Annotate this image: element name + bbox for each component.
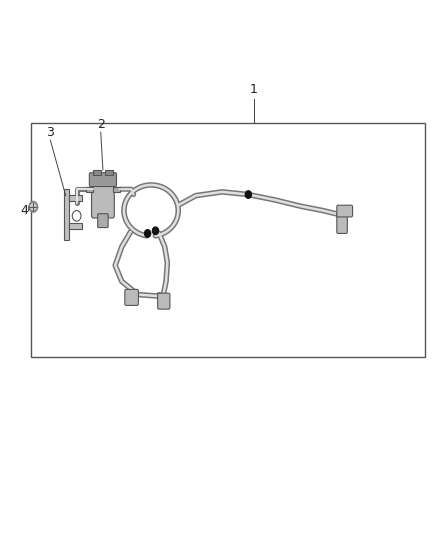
Circle shape bbox=[152, 227, 159, 235]
FancyBboxPatch shape bbox=[337, 205, 353, 217]
FancyBboxPatch shape bbox=[89, 173, 117, 187]
Bar bbox=[69, 223, 82, 229]
Bar bbox=[31, 123, 425, 357]
Bar bbox=[93, 170, 101, 175]
FancyBboxPatch shape bbox=[92, 182, 114, 218]
Bar bbox=[64, 189, 69, 240]
Bar bbox=[86, 187, 93, 192]
Text: 4: 4 bbox=[20, 204, 28, 217]
Bar bbox=[113, 187, 120, 192]
Bar bbox=[105, 170, 113, 175]
Circle shape bbox=[31, 204, 36, 210]
Circle shape bbox=[245, 191, 251, 198]
Text: 1: 1 bbox=[250, 83, 258, 96]
Circle shape bbox=[29, 201, 38, 212]
Text: 2: 2 bbox=[97, 118, 105, 131]
FancyBboxPatch shape bbox=[125, 289, 138, 305]
FancyBboxPatch shape bbox=[158, 293, 170, 309]
Bar bbox=[69, 195, 82, 201]
FancyBboxPatch shape bbox=[337, 212, 347, 233]
Text: 3: 3 bbox=[46, 126, 54, 139]
Circle shape bbox=[72, 211, 81, 221]
Circle shape bbox=[145, 230, 151, 237]
FancyBboxPatch shape bbox=[98, 214, 108, 228]
